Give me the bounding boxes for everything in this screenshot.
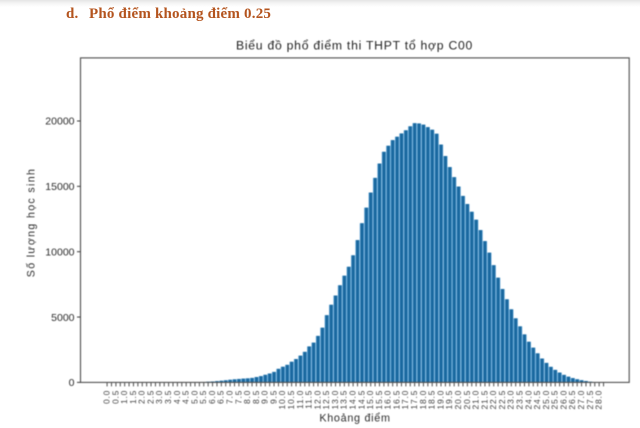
svg-text:15.0: 15.0 [365,390,375,410]
svg-text:4.5: 4.5 [181,390,191,404]
svg-text:24.5: 24.5 [532,390,542,410]
svg-text:8.0: 8.0 [242,390,252,404]
svg-text:2.0: 2.0 [137,390,147,404]
svg-text:20.5: 20.5 [462,390,472,410]
svg-text:10000: 10000 [45,246,74,258]
svg-text:23.0: 23.0 [506,390,516,410]
svg-text:5.0: 5.0 [189,390,199,404]
svg-text:21.5: 21.5 [479,390,489,410]
svg-text:6.0: 6.0 [207,390,217,404]
svg-text:28.0: 28.0 [594,390,604,410]
svg-text:21.0: 21.0 [471,390,481,410]
svg-text:27.0: 27.0 [576,390,586,410]
svg-text:Số lượng học sinh: Số lượng học sinh [26,168,38,277]
svg-text:20.0: 20.0 [453,390,463,410]
svg-text:25.0: 25.0 [541,390,551,410]
svg-text:5.5: 5.5 [198,390,208,404]
svg-text:19.0: 19.0 [435,390,445,410]
svg-text:19.5: 19.5 [444,390,454,410]
svg-text:22.5: 22.5 [497,390,507,410]
svg-text:14.5: 14.5 [356,390,366,410]
svg-text:17.0: 17.0 [400,390,410,410]
svg-text:0: 0 [69,377,75,389]
svg-text:2.5: 2.5 [145,390,155,404]
svg-text:9.0: 9.0 [260,390,270,404]
svg-text:1.0: 1.0 [119,390,129,404]
svg-text:Khoảng điểm: Khoảng điểm [319,413,390,425]
svg-text:12.5: 12.5 [321,390,331,410]
svg-text:3.0: 3.0 [154,390,164,404]
svg-text:5000: 5000 [51,312,75,324]
svg-text:20000: 20000 [45,116,74,128]
svg-text:3.5: 3.5 [163,390,173,404]
svg-text:26.5: 26.5 [567,390,577,410]
svg-text:15000: 15000 [45,181,74,193]
svg-text:17.5: 17.5 [409,390,419,410]
svg-text:1.5: 1.5 [128,390,138,404]
svg-text:7.0: 7.0 [225,390,235,404]
svg-text:24.0: 24.0 [523,390,533,410]
svg-text:0.0: 0.0 [102,390,112,404]
svg-text:6.5: 6.5 [216,390,226,404]
svg-text:27.5: 27.5 [585,390,595,410]
svg-text:12.0: 12.0 [312,390,322,410]
svg-text:16.0: 16.0 [383,390,393,410]
svg-text:16.5: 16.5 [391,390,401,410]
svg-text:11.0: 11.0 [295,390,305,409]
svg-text:0.5: 0.5 [110,390,120,404]
svg-text:22.0: 22.0 [488,390,498,410]
svg-text:10.5: 10.5 [286,390,296,410]
svg-text:25.5: 25.5 [550,390,560,410]
svg-text:Biểu đồ phổ điểm thi THPT tổ h: Biểu đồ phổ điểm thi THPT tổ hợp C00 [236,39,473,53]
svg-text:13.5: 13.5 [339,390,349,410]
svg-text:9.5: 9.5 [268,390,278,404]
svg-text:15.5: 15.5 [374,390,384,410]
svg-text:13.0: 13.0 [330,390,340,410]
svg-text:4.0: 4.0 [172,390,182,404]
svg-text:23.5: 23.5 [514,390,524,410]
svg-text:10.0: 10.0 [277,390,287,410]
svg-text:14.0: 14.0 [348,390,358,410]
svg-text:18.0: 18.0 [418,390,428,410]
svg-text:18.5: 18.5 [427,390,437,410]
svg-text:7.5: 7.5 [233,390,243,404]
svg-text:11.5: 11.5 [304,390,314,409]
svg-text:26.0: 26.0 [558,390,568,410]
svg-text:8.5: 8.5 [251,390,261,404]
